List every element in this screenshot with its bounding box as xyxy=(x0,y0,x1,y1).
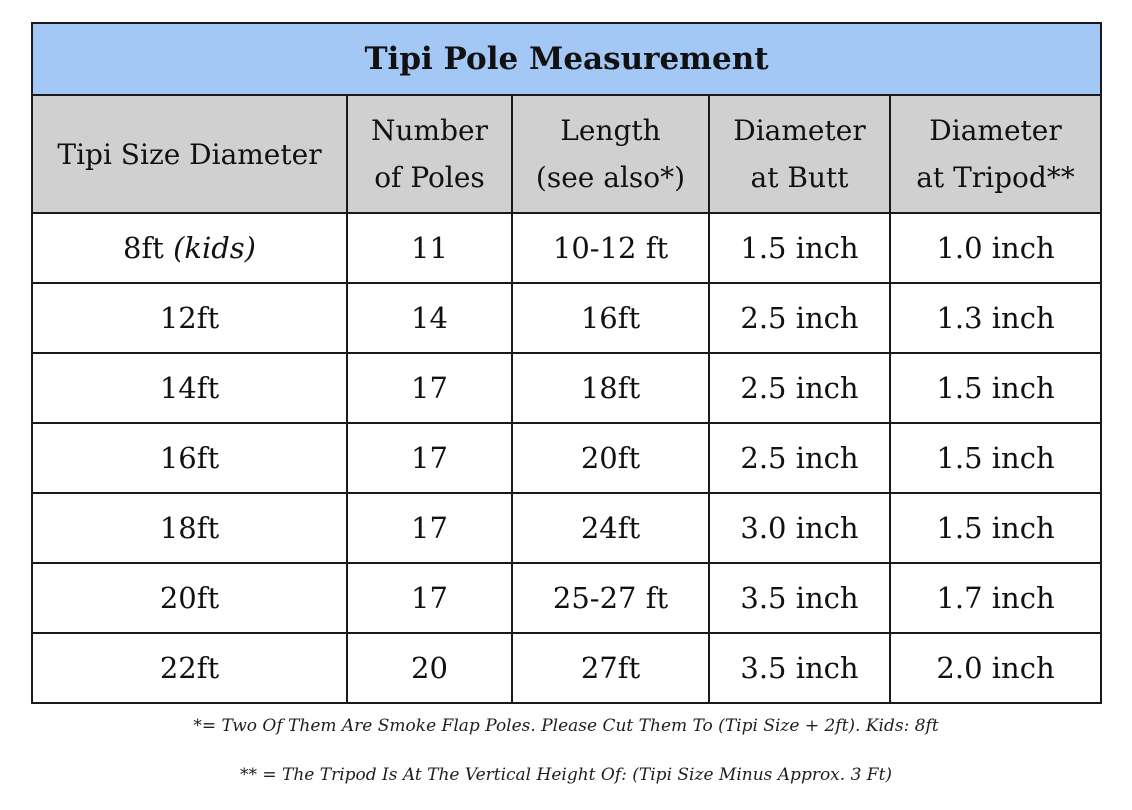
column-header-line2: of Poles xyxy=(374,161,485,194)
column-header-diameter-at-butt: Diameter at Butt xyxy=(708,94,891,214)
cell-diameter-at-tripod: 1.5 inch xyxy=(888,492,1103,564)
tipi-pole-table: Tipi Pole Measurement Tipi Size Diameter… xyxy=(30,22,1103,704)
cell-number-of-poles: 17 xyxy=(346,562,513,634)
cell-number-of-poles: 14 xyxy=(346,282,513,354)
table-title-row: Tipi Pole Measurement xyxy=(30,22,1103,96)
cell-diameter-at-tripod: 1.5 inch xyxy=(888,352,1103,424)
column-header-line1: Diameter xyxy=(929,114,1062,147)
cell-number-of-poles: 11 xyxy=(346,212,513,284)
cell-number-of-poles: 17 xyxy=(346,492,513,564)
cell-diameter-at-tripod: 1.7 inch xyxy=(888,562,1103,634)
cell-length: 10-12 ft xyxy=(511,212,710,284)
column-header-line2: at Butt xyxy=(750,161,849,194)
table-header-row: Tipi Size Diameter Number of Poles Length… xyxy=(31,94,1103,214)
table-row: 22ft 20 27ft 3.5 inch 2.0 inch xyxy=(31,632,1103,704)
cell-diameter-at-butt: 2.5 inch xyxy=(708,422,891,494)
cell-tipi-size: 22ft xyxy=(31,632,348,704)
footnote-smoke-flap-poles: *= Two Of Them Are Smoke Flap Poles. Ple… xyxy=(193,716,939,736)
size-value: 8ft xyxy=(123,231,164,265)
cell-diameter-at-tripod: 2.0 inch xyxy=(888,632,1103,704)
table-row: 12ft 14 16ft 2.5 inch 1.3 inch xyxy=(31,282,1103,354)
table-title: Tipi Pole Measurement xyxy=(30,22,1103,96)
cell-diameter-at-tripod: 1.5 inch xyxy=(888,422,1103,494)
cell-length: 24ft xyxy=(511,492,710,564)
cell-number-of-poles: 20 xyxy=(346,632,513,704)
cell-number-of-poles: 17 xyxy=(346,352,513,424)
column-header-tipi-size: Tipi Size Diameter xyxy=(31,94,348,214)
column-header-line1: Tipi Size Diameter xyxy=(57,137,322,171)
cell-tipi-size: 8ft (kids) xyxy=(31,212,348,284)
size-note: (kids) xyxy=(173,231,256,265)
cell-diameter-at-butt: 2.5 inch xyxy=(708,282,891,354)
table-row: 14ft 17 18ft 2.5 inch 1.5 inch xyxy=(31,352,1103,424)
column-header-line1: Diameter xyxy=(733,114,866,147)
cell-tipi-size: 18ft xyxy=(31,492,348,564)
cell-length: 27ft xyxy=(511,632,710,704)
column-header-length: Length (see also*) xyxy=(511,94,710,214)
footnote-tripod-height: ** = The Tripod Is At The Vertical Heigh… xyxy=(239,765,893,785)
cell-diameter-at-butt: 2.5 inch xyxy=(708,352,891,424)
cell-length: 20ft xyxy=(511,422,710,494)
cell-tipi-size: 14ft xyxy=(31,352,348,424)
table-row: 8ft (kids) 11 10-12 ft 1.5 inch 1.0 inch xyxy=(31,212,1103,284)
column-header-line2: at Tripod** xyxy=(916,161,1075,194)
column-header-diameter-at-tripod: Diameter at Tripod** xyxy=(888,94,1103,214)
table-row: 20ft 17 25-27 ft 3.5 inch 1.7 inch xyxy=(31,562,1103,634)
cell-diameter-at-tripod: 1.3 inch xyxy=(888,282,1103,354)
cell-tipi-size: 16ft xyxy=(31,422,348,494)
table-row: 18ft 17 24ft 3.0 inch 1.5 inch xyxy=(31,492,1103,564)
cell-tipi-size: 12ft xyxy=(31,282,348,354)
table-row: 16ft 17 20ft 2.5 inch 1.5 inch xyxy=(31,422,1103,494)
column-header-number-of-poles: Number of Poles xyxy=(346,94,513,214)
column-header-line1: Length xyxy=(560,114,661,147)
cell-diameter-at-butt: 1.5 inch xyxy=(708,212,891,284)
cell-length: 18ft xyxy=(511,352,710,424)
cell-diameter-at-tripod: 1.0 inch xyxy=(888,212,1103,284)
cell-diameter-at-butt: 3.5 inch xyxy=(708,562,891,634)
cell-diameter-at-butt: 3.5 inch xyxy=(708,632,891,704)
cell-length: 25-27 ft xyxy=(511,562,710,634)
cell-number-of-poles: 17 xyxy=(346,422,513,494)
cell-length: 16ft xyxy=(511,282,710,354)
cell-diameter-at-butt: 3.0 inch xyxy=(708,492,891,564)
column-header-line1: Number xyxy=(371,114,488,147)
cell-tipi-size: 20ft xyxy=(31,562,348,634)
column-header-line2: (see also*) xyxy=(535,161,686,194)
